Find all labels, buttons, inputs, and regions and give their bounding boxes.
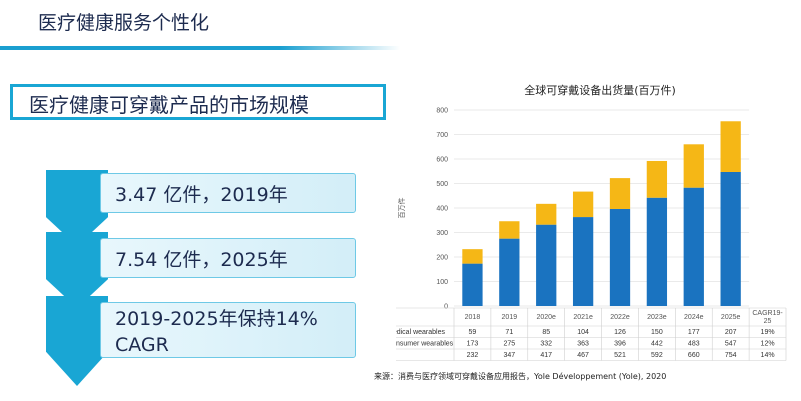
bar-medical-2024e [683, 144, 704, 188]
y-tick-label: 100 [436, 279, 448, 286]
table-cell-cagr: 12% [761, 341, 775, 348]
section-title: 医疗健康可穿戴产品的市场规模 [29, 93, 309, 117]
chevron-down-icon [46, 296, 108, 386]
bar-consumer-2018 [462, 263, 483, 306]
page-title: 医疗健康服务个性化 [38, 12, 210, 34]
x-tick-label: 2019 [502, 314, 518, 321]
title-underline [0, 46, 400, 50]
table-cell: 483 [688, 341, 700, 348]
bar-consumer-2024e [683, 187, 704, 306]
table-cell: 592 [651, 352, 663, 359]
bar-medical-2020e [536, 203, 557, 225]
y-tick-label: 500 [436, 181, 448, 188]
cagr-header: 25 [764, 318, 772, 325]
section-title-box: 医疗健康可穿戴产品的市场规模 [10, 84, 386, 120]
y-tick-label: 700 [436, 132, 448, 139]
table-cell: 363 [577, 341, 589, 348]
table-cell: 396 [614, 341, 626, 348]
x-tick-label: 2024e [684, 314, 704, 321]
y-tick-label: 400 [436, 206, 448, 213]
bar-medical-2018 [462, 249, 483, 264]
table-cell: 104 [577, 329, 589, 336]
x-tick-label: 2025e [721, 314, 741, 321]
y-tick-label: 600 [436, 157, 448, 164]
bar-consumer-2019 [499, 238, 520, 306]
table-cell: 347 [503, 352, 515, 359]
table-cell: 177 [688, 329, 700, 336]
bar-consumer-2023e [646, 197, 668, 306]
bar-medical-2025e [720, 121, 741, 172]
y-tick-label: 200 [436, 255, 448, 262]
bar-consumer-2020e [536, 224, 557, 306]
table-cell-cagr: 14% [761, 352, 775, 359]
x-tick-label: 2023e [647, 314, 667, 321]
y-tick-label: 300 [436, 230, 448, 237]
y-tick-label: 0 [444, 304, 448, 311]
stat-text: 3.47 亿件，2019年 [115, 184, 288, 206]
table-cell: 59 [469, 329, 477, 336]
table-cell: 71 [505, 329, 513, 336]
bar-consumer-2025e [720, 171, 741, 306]
cagr-header: CAGR19- [752, 310, 783, 317]
stat-card-2025: 7.54 亿件，2025年 [100, 238, 356, 278]
table-cell: 660 [688, 352, 700, 359]
table-cell: 467 [577, 352, 589, 359]
y-tick-label: 800 [436, 108, 448, 115]
y-axis-label: 百万件 [397, 198, 406, 219]
table-cell: 417 [540, 352, 552, 359]
x-tick-label: 2022e [610, 314, 630, 321]
x-tick-label: 2020e [536, 314, 556, 321]
bar-medical-2022e [609, 178, 631, 209]
table-cell: 126 [614, 329, 626, 336]
x-tick-label: 2021e [573, 314, 593, 321]
table-row-label: Consumer wearables [396, 341, 454, 348]
shipment-chart: 全球可穿戴设备出货量(百万件) 百万件 0 100 200 300 400 500 600 700… [396, 80, 791, 390]
table-cell: 442 [651, 341, 663, 348]
table-cell: 547 [725, 341, 737, 348]
table-cell: 521 [614, 352, 626, 359]
stat-card-2019: 3.47 亿件，2019年 [100, 173, 356, 213]
bar-consumer-2022e [609, 208, 631, 306]
chart-title: 全球可穿戴设备出货量(百万件) [524, 83, 676, 97]
table-cell: 232 [467, 352, 479, 359]
bar-medical-2019 [499, 221, 520, 239]
stat-text: 7.54 亿件，2025年 [115, 249, 288, 271]
source-note: 来源：消费与医疗领域可穿戴设备应用报告，Yole Développement (… [374, 372, 667, 381]
bar-medical-2021e [572, 191, 594, 218]
table-cell: 85 [542, 329, 550, 336]
table-cell: 150 [651, 329, 663, 336]
table-cell-cagr: 19% [761, 329, 775, 336]
table-cell: 173 [467, 341, 479, 348]
stat-text: 2019-2025年保持14% CAGR [115, 308, 318, 356]
table-cell: 332 [540, 341, 552, 348]
x-tick-label: 2018 [465, 314, 481, 321]
table-cell: 207 [725, 329, 737, 336]
shipment-chart-svg: 全球可穿戴设备出货量(百万件) 百万件 0 100 200 300 400 500 600 700… [396, 83, 787, 361]
bar-medical-2023e [646, 160, 668, 198]
bar-consumer-2021e [572, 217, 594, 306]
table-row-label: Medical wearables [396, 329, 445, 336]
table-cell: 275 [503, 341, 515, 348]
stat-card-cagr: 2019-2025年保持14% CAGR [100, 302, 356, 358]
table-cell: 754 [725, 352, 737, 359]
